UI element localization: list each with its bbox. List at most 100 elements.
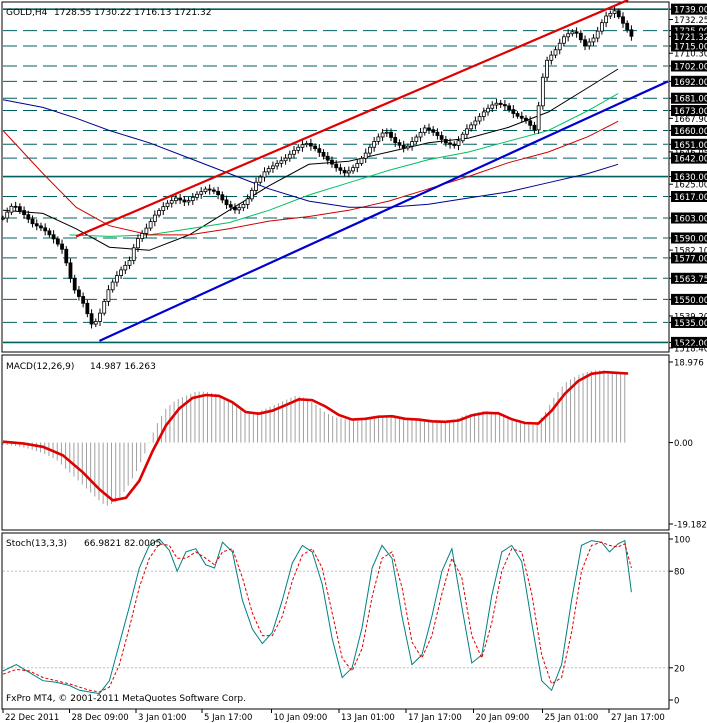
macd-axis-label-0: 18.976 <box>674 359 704 369</box>
candle-body-110 <box>465 128 469 135</box>
candle-body-20 <box>85 302 90 315</box>
candle-body-10 <box>43 227 48 232</box>
price-label-6: 1702.00 <box>674 62 707 72</box>
stoch-line-0 <box>2 538 632 695</box>
macd-axis-label-2: -19.182 <box>674 521 707 531</box>
candle-body-74 <box>313 145 318 150</box>
price-label-1: 1732.25 <box>674 16 707 26</box>
candle-body-98 <box>414 136 419 142</box>
price-box-2 <box>671 25 707 37</box>
candle-body-108 <box>456 140 461 146</box>
candle-body-99 <box>418 132 423 138</box>
candle-body-102 <box>431 129 436 133</box>
candle-body-89 <box>376 136 381 142</box>
candle-body-147 <box>621 16 625 24</box>
candle-body-57 <box>241 204 246 209</box>
price-label-4: 1715.00 <box>674 43 707 53</box>
candle-body-122 <box>515 113 520 117</box>
price-label-21: 1577.00 <box>674 254 707 264</box>
candle-body-96 <box>405 145 410 149</box>
candle-body-45 <box>190 196 195 201</box>
time-label-3: 5 Jan 17:00 <box>204 713 252 723</box>
time-label-1: 28 Dec 09:00 <box>72 713 129 723</box>
stoch-label: Stoch(13,3,3) <box>6 539 67 549</box>
candle-body-23 <box>98 312 102 322</box>
candle-body-111 <box>469 124 474 130</box>
candle-body-69 <box>292 149 296 155</box>
time-label-4: 10 Jan 09:00 <box>274 713 328 723</box>
candle-body-93 <box>393 137 398 144</box>
candle-body-51 <box>216 190 220 196</box>
price-label-19: 1590.00 <box>674 234 707 244</box>
candle-body-121 <box>511 109 516 114</box>
candle-body-42 <box>178 197 183 201</box>
time-axis: 22 Dec 2011 28 Dec 09:00 3 Jan 01:00 5 Jan … <box>2 709 665 723</box>
candle-body-55 <box>233 206 237 211</box>
price-label-9: 1673.00 <box>674 107 707 117</box>
candle-body-5 <box>22 210 26 216</box>
candle-body-12 <box>51 234 56 240</box>
candle-body-73 <box>308 143 313 147</box>
candle-body-109 <box>460 133 465 142</box>
candle-body-90 <box>380 132 385 138</box>
time-label-0: 22 Dec 2011 <box>5 713 59 723</box>
candle-body-60 <box>254 181 258 191</box>
price-label-17: 1617.00 <box>674 193 707 203</box>
price-box-6 <box>671 60 707 72</box>
candle-body-77 <box>325 155 330 161</box>
candle-body-58 <box>245 198 250 205</box>
price-label-12: 1651.00 <box>674 141 707 151</box>
candle-body-68 <box>287 153 292 159</box>
macd-signal-line <box>2 370 629 502</box>
candle-body-27 <box>114 275 119 283</box>
candle-body-133 <box>562 36 566 44</box>
candle-body-71 <box>300 144 305 148</box>
stoch-lines <box>2 538 632 695</box>
candle-body-115 <box>486 107 490 113</box>
candle-body-106 <box>448 142 452 145</box>
candle-body-39 <box>165 202 170 208</box>
macd-axis: 18.976 0.00 -19.182 <box>669 359 707 531</box>
candle-body-59 <box>249 190 254 200</box>
trend-line-1 <box>98 80 669 342</box>
candle-body-61 <box>258 176 263 183</box>
moving-average-3 <box>2 99 619 208</box>
candle-body-128 <box>540 76 545 107</box>
candle-body-16 <box>68 262 73 279</box>
symbol-label: GOLD,H4 <box>6 8 48 18</box>
candle-body-11 <box>47 230 52 236</box>
candle-body-100 <box>422 127 427 133</box>
candle-body-62 <box>262 171 267 178</box>
price-label-18: 1603.00 <box>674 215 707 225</box>
candle-body-86 <box>363 152 368 159</box>
candle-body-149 <box>629 29 634 37</box>
candle-body-107 <box>452 143 457 146</box>
price-box-14 <box>671 152 707 164</box>
candle-body-124 <box>524 117 528 122</box>
price-label-15: 1630.00 <box>674 173 707 183</box>
price-box-3 <box>671 30 707 42</box>
candle-body-70 <box>296 146 301 151</box>
price-label-16: 1625.00 <box>674 181 707 191</box>
candle-body-126 <box>532 124 537 131</box>
candle-body-65 <box>275 162 280 167</box>
candle-body-103 <box>435 131 440 136</box>
candle-body-113 <box>477 116 482 122</box>
ohlc-values: 1728.55 1730.22 1716.13 1721.32 <box>54 8 211 18</box>
candle-body-0 <box>1 217 5 220</box>
candle-body-41 <box>174 197 178 202</box>
price-box-9 <box>671 105 707 117</box>
price-label-27: 1518.40 <box>674 344 707 354</box>
candle-body-28 <box>119 269 123 277</box>
price-box-23 <box>671 293 707 305</box>
time-label-6: 17 Jan 17:00 <box>408 713 462 723</box>
candle-body-127 <box>536 105 541 131</box>
candle-body-95 <box>401 144 406 149</box>
candle-body-130 <box>549 54 554 61</box>
candle-body-4 <box>17 206 22 211</box>
candle-body-35 <box>148 221 153 229</box>
price-candles <box>1 6 634 329</box>
candle-body-105 <box>443 139 448 144</box>
price-box-7 <box>671 75 707 87</box>
